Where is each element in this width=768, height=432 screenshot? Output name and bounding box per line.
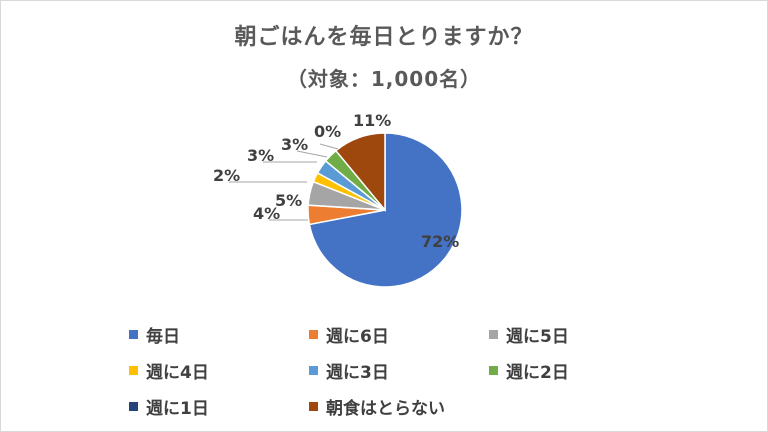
legend-item-7: 週に1日: [129, 393, 309, 419]
legend-swatch: [309, 365, 318, 375]
legend-swatch: [489, 365, 498, 375]
legend-swatch: [129, 365, 138, 375]
legend-item-5: 週に3日: [309, 357, 489, 383]
legend-item-1: 毎日: [129, 321, 309, 347]
legend-swatch: [309, 401, 318, 411]
legend-label: 週に3日: [326, 362, 389, 383]
legend-swatch: [489, 329, 498, 339]
leader-line-7: [319, 143, 339, 150]
legend-item-8: 朝食はとらない: [309, 393, 489, 419]
pie-slice-8: [334, 132, 386, 213]
data-label-5: 3%: [247, 146, 274, 165]
legend-label: 週に4日: [146, 362, 209, 383]
leader-line-6: [296, 150, 328, 158]
legend-item-3: 週に5日: [489, 321, 649, 347]
legend-item-4: 週に4日: [129, 357, 309, 383]
data-label-6: 3%: [281, 135, 308, 154]
data-label-2: 4%: [253, 204, 280, 223]
data-label-7: 0%: [314, 122, 341, 141]
data-label-3: 5%: [275, 191, 302, 210]
legend-swatch: [129, 329, 138, 339]
legend-swatch: [309, 329, 318, 339]
chart-subtitle: （対象：1,000名）: [286, 67, 482, 91]
pie-chart: 72% 4%5% 2% 3% 3% 0% 11%: [213, 111, 463, 288]
legend-item-2: 週に6日: [309, 321, 489, 347]
legend-label: 毎日: [146, 326, 180, 347]
chart-title: 朝ごはんを毎日とりますか？: [234, 25, 534, 50]
data-label-4: 2%: [213, 166, 240, 185]
data-label-1: 72%: [421, 232, 459, 251]
legend-label: 週に2日: [506, 362, 569, 383]
chart-legend: 毎日 週に6日 週に5日週に4日 週に3日 週に2日週に1日 朝食はとらない: [129, 321, 649, 419]
legend-label: 週に1日: [146, 398, 209, 419]
legend-label: 週に5日: [506, 326, 569, 347]
data-label-8: 11%: [353, 111, 391, 130]
legend-label: 週に6日: [326, 326, 389, 347]
legend-label: 朝食はとらない: [326, 398, 445, 419]
legend-swatch: [129, 401, 138, 411]
legend-item-6: 週に2日: [489, 357, 649, 383]
